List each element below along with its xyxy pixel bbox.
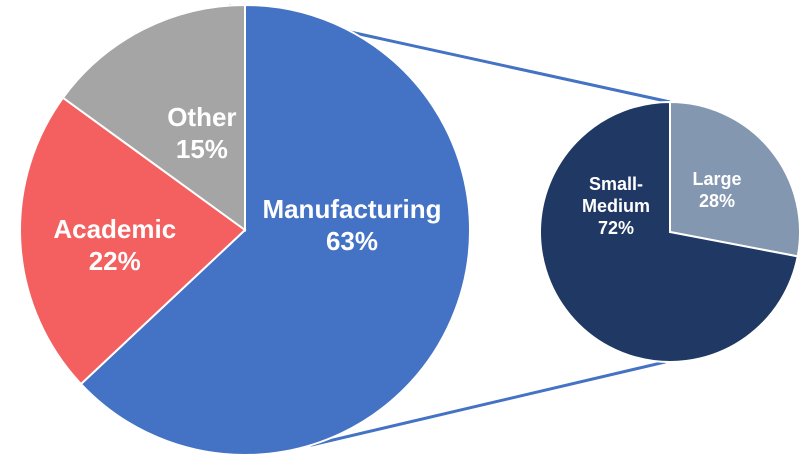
label-large: Large 28%	[692, 169, 741, 211]
main-pie	[19, 3, 471, 456]
slice-academic	[19, 96, 247, 386]
label-small-medium: Small-Medium 72%	[582, 174, 650, 238]
slice-small-medium	[539, 100, 799, 363]
label-other: Other 15%	[167, 102, 236, 164]
slice-large	[669, 100, 801, 258]
label-academic: Academic 22%	[53, 214, 176, 276]
data-labels: Manufacturing 63% Academic 22% Other 15% Large…	[53, 102, 741, 276]
slice-other	[61, 3, 246, 232]
breakdown-pie	[539, 100, 801, 363]
label-manufacturing: Manufacturing 63%	[262, 194, 441, 256]
slice-manufacturing	[79, 3, 471, 456]
connector-line-bottom	[310, 360, 666, 447]
